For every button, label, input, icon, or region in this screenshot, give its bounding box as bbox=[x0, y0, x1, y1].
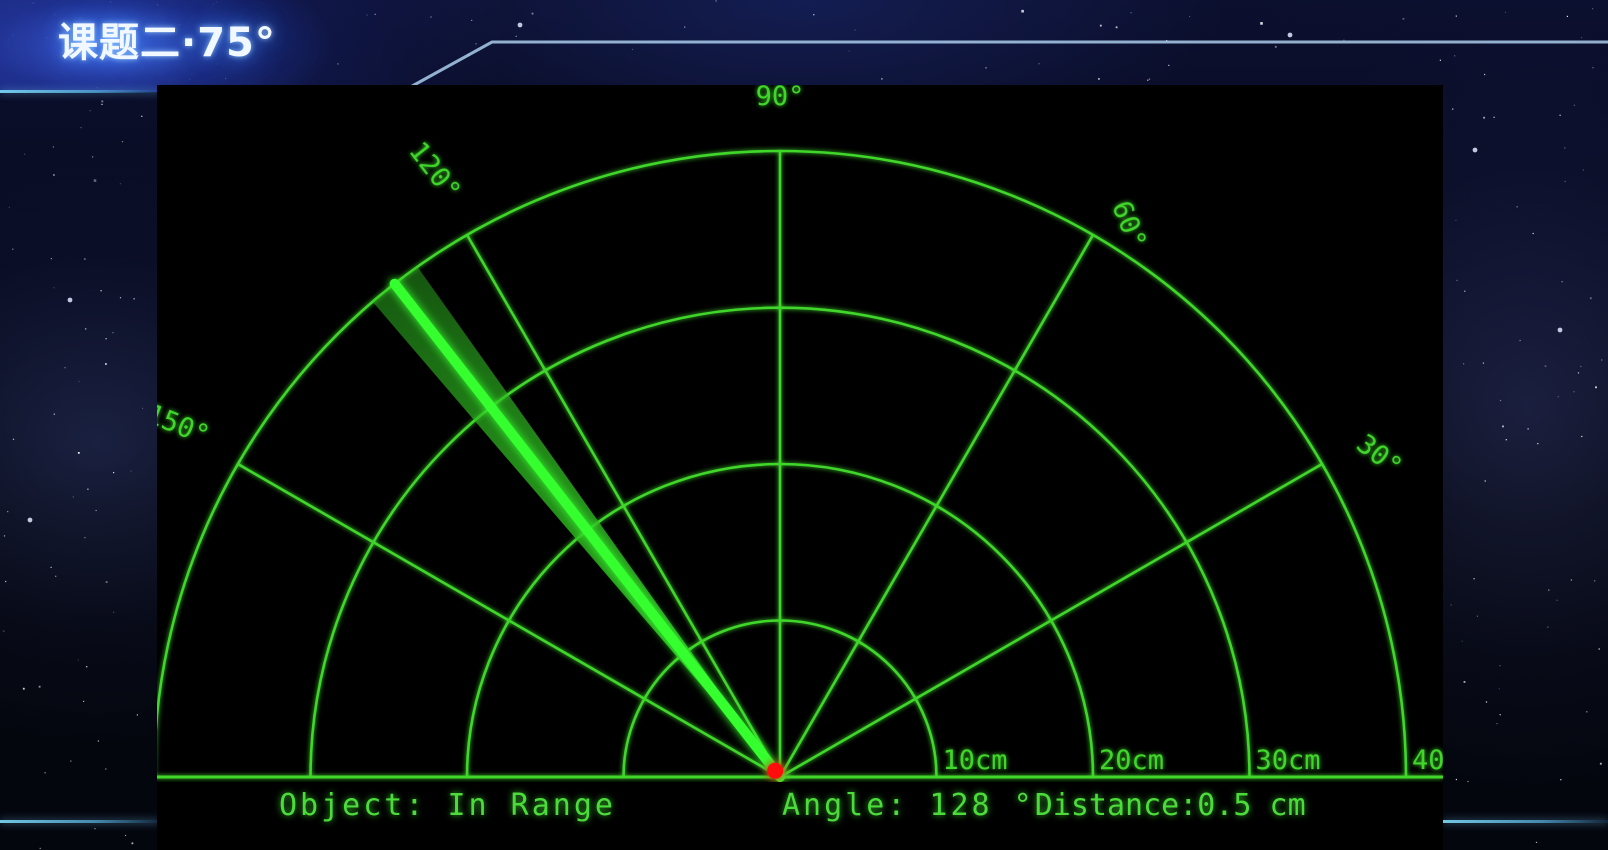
svg-text:90°: 90° bbox=[756, 85, 805, 112]
range-tick-labels: 10cm 20cm 30cm 40cm bbox=[943, 745, 1444, 776]
divider-bottom-right bbox=[1443, 820, 1608, 823]
status-angle-text: Angle: 128 ° bbox=[782, 788, 1035, 823]
svg-text:30cm: 30cm bbox=[1256, 745, 1321, 776]
svg-text:30°: 30° bbox=[1351, 428, 1409, 482]
radar-canvas: 150°120°90°60°30° 10cm20cm30cm40cm bbox=[157, 85, 1444, 782]
radar-panel[interactable]: 150°120°90°60°30° 10cm20cm30cm40cm bbox=[157, 85, 1443, 850]
angle-tick-labels: 150°120°90°60°30° bbox=[157, 85, 1408, 483]
status-bar: Object: In Range Angle: 128 °Distance:0.… bbox=[157, 782, 1443, 850]
target-marker bbox=[767, 762, 784, 779]
svg-text:20cm: 20cm bbox=[1099, 745, 1164, 776]
radar-grid bbox=[157, 149, 1443, 779]
svg-text:120°: 120° bbox=[402, 136, 466, 206]
divider-bottom-left bbox=[0, 820, 160, 823]
sweep-line bbox=[389, 278, 785, 782]
svg-text:10cm: 10cm bbox=[943, 745, 1008, 776]
divider-top-left bbox=[0, 90, 160, 93]
status-distance-text: Distance:0.5 cm bbox=[1034, 788, 1306, 823]
svg-text:150°: 150° bbox=[157, 399, 214, 452]
page-title: 课题二·75° bbox=[58, 20, 276, 66]
svg-text:40cm: 40cm bbox=[1412, 745, 1443, 776]
status-object-text: Object: In Range bbox=[279, 788, 616, 823]
status-readout: Angle: 128 °Distance:0.5 cm bbox=[782, 788, 1306, 823]
